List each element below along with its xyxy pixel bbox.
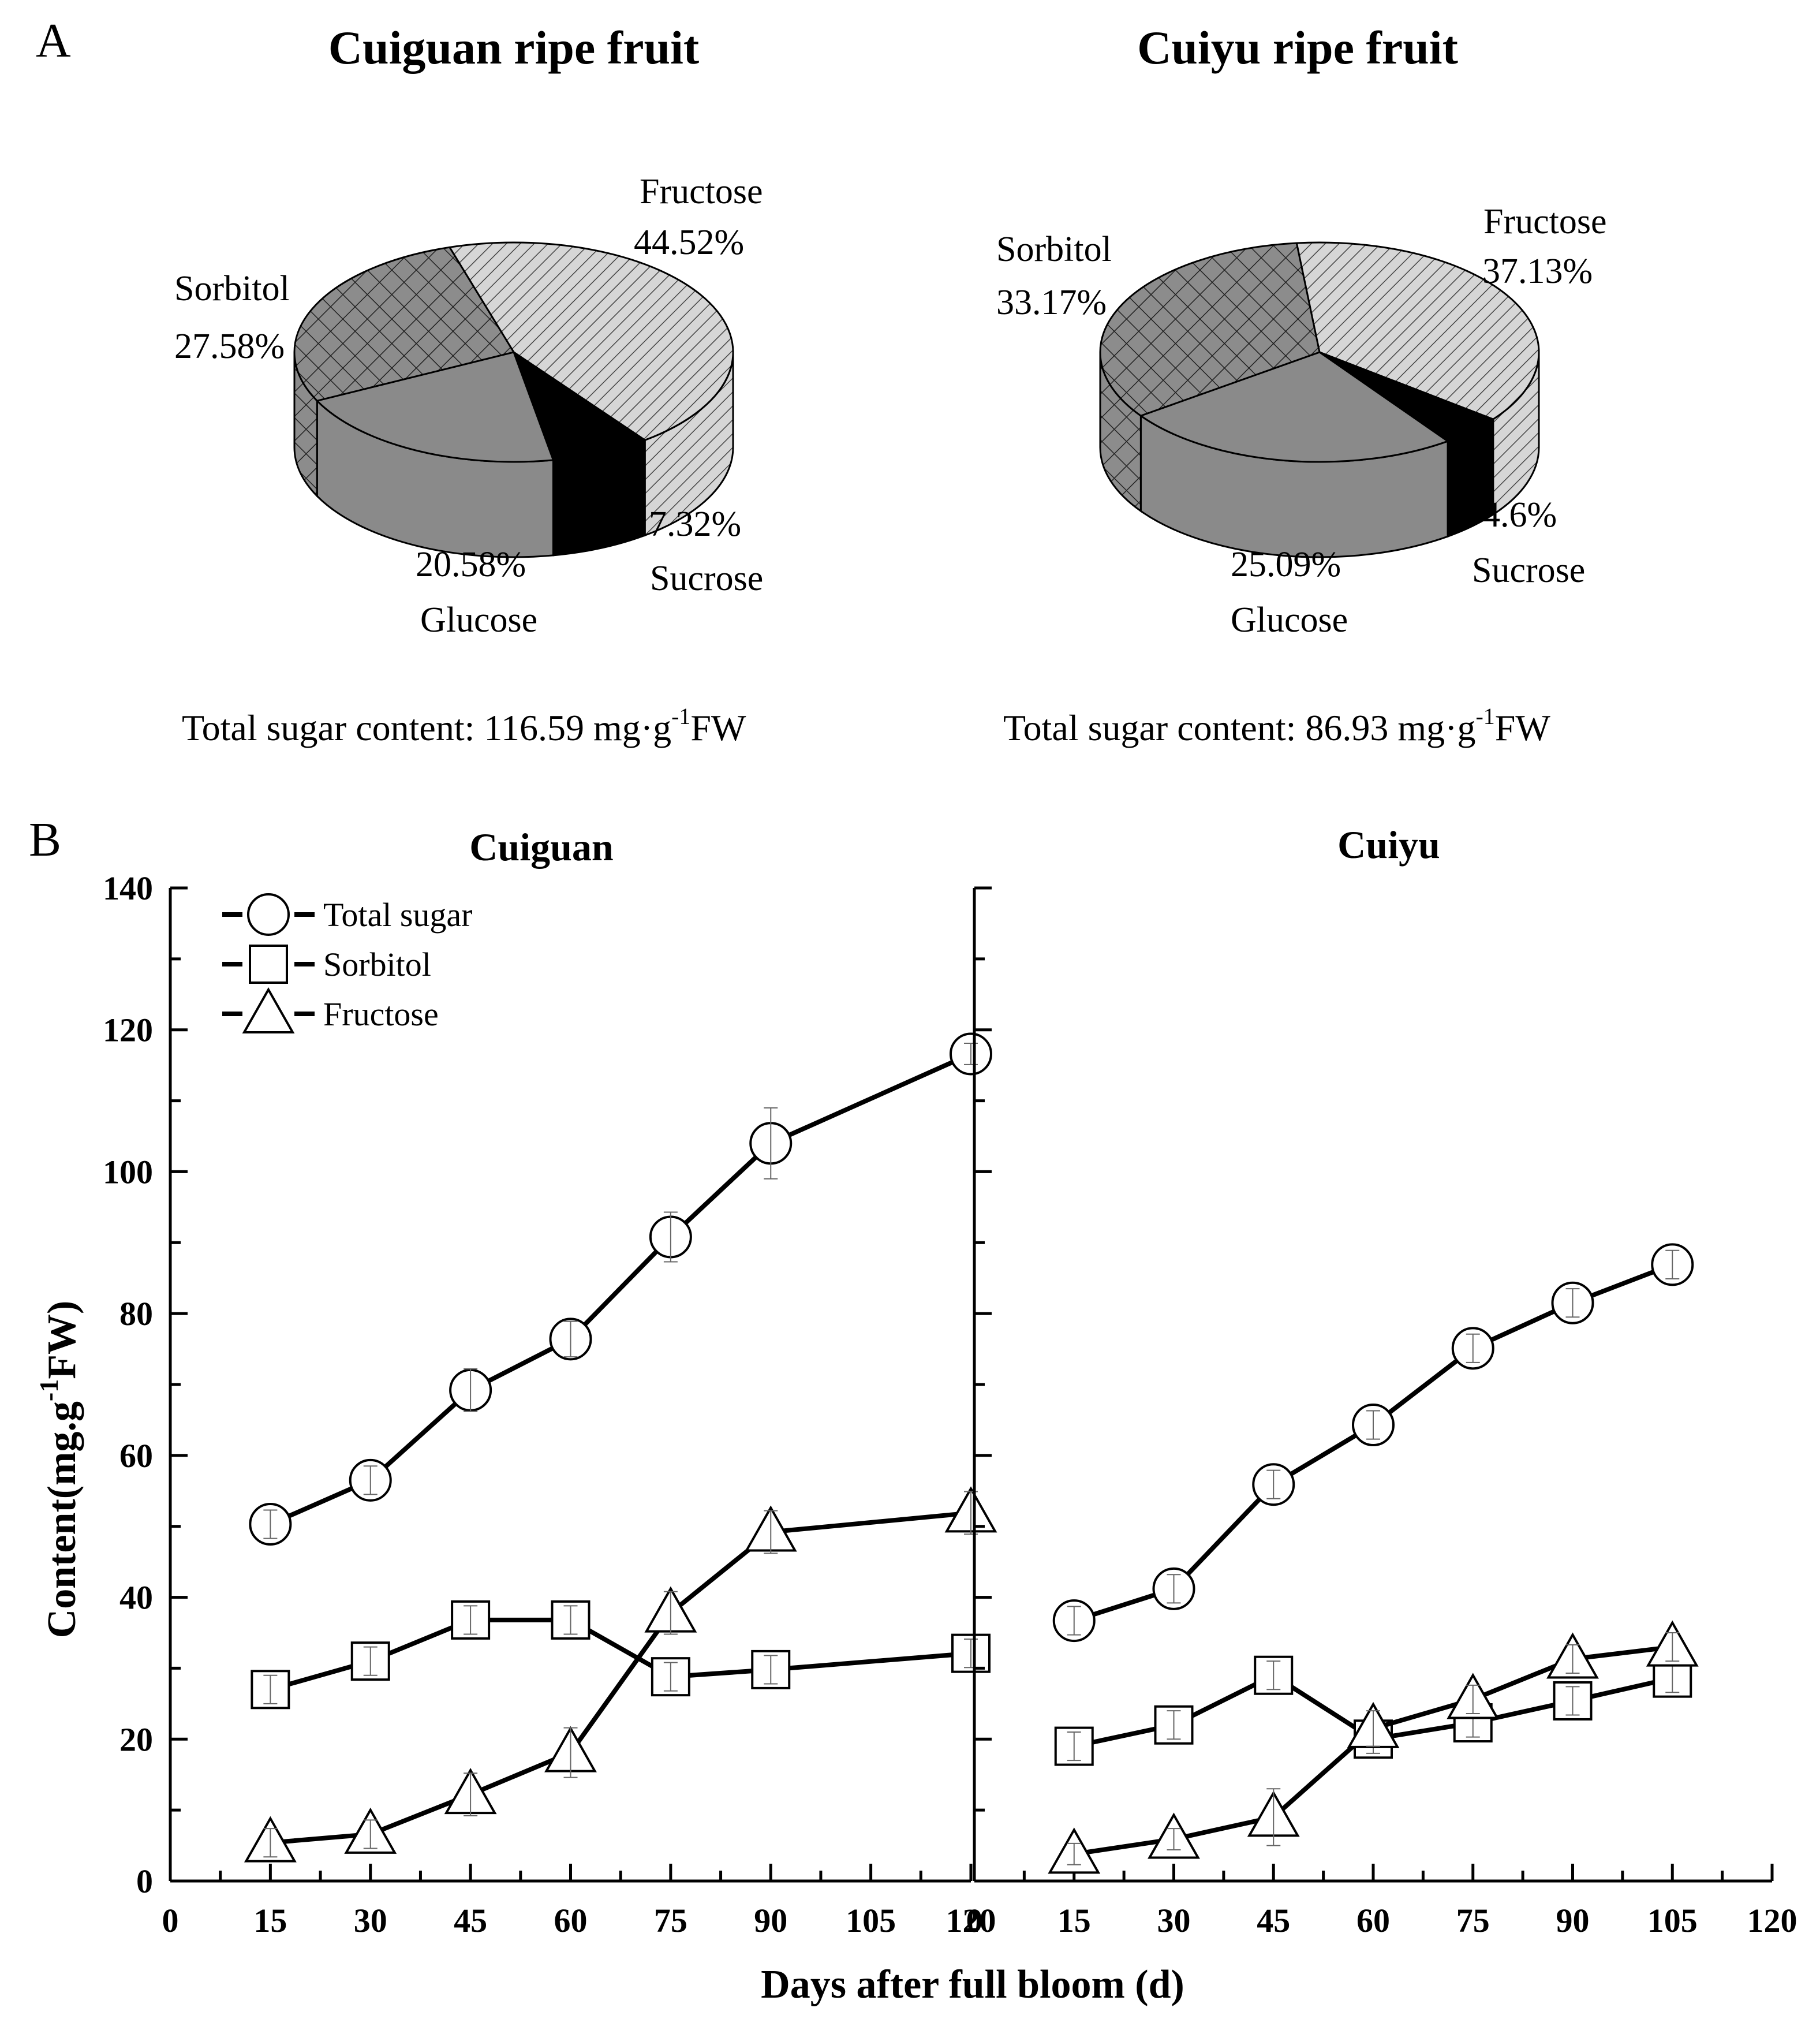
pie-title: Cuiyu ripe fruit (1137, 21, 1458, 74)
legend-item-triangle: Fructose (222, 987, 439, 1033)
legend-item-square: Sorbitol (222, 945, 431, 984)
x-tick-label: 90 (754, 1902, 787, 1939)
pie-chart-cuiyu: Cuiyu ripe fruit Fructose 37.13% Sorbito… (996, 21, 1607, 748)
y-tick-label: 120 (103, 1012, 153, 1049)
pie-label-fructose: Fructose (640, 172, 763, 211)
x-tick-label: 120 (946, 1902, 996, 1939)
legend-label: Total sugar (323, 896, 472, 934)
y-tick-label: 140 (103, 869, 153, 907)
pie-slice-fructose (448, 241, 734, 441)
pie-value-sorbitol: 33.17% (996, 283, 1107, 322)
pie-slice-glucose (315, 351, 555, 463)
x-axis-title: Days after full bloom (d) (761, 1962, 1184, 2007)
pie-value-fructose: 44.52% (634, 223, 744, 262)
series-total-sugar (249, 1032, 992, 1546)
pie-label-glucose: Glucose (420, 600, 537, 640)
y-axis-title: Content(mg.g-1FW) (34, 1301, 84, 1639)
x-tick-label: 45 (1257, 1902, 1290, 1939)
line-title-cuiguan: Cuiguan (469, 825, 613, 869)
pie-label-sorbitol: Sorbitol (996, 230, 1112, 269)
panel-a-label: A (36, 14, 71, 68)
line-chart-cuiyu: 0 15 30 45 60 75 90 105 120 (966, 886, 1797, 1939)
panel-b-label: B (29, 813, 61, 867)
legend-label: Sorbitol (323, 946, 431, 983)
pie-slice-sorbitol (293, 246, 515, 402)
x-tick-label: 0 (162, 1902, 179, 1939)
x-tick-label: 90 (1556, 1902, 1590, 1939)
pie-label-fructose: Fructose (1483, 202, 1607, 241)
pie-label-sucrose: Sucrose (650, 559, 763, 598)
x-tick-label: 0 (966, 1902, 983, 1939)
line-chart-cuiguan: 0 20 40 60 80 100 120 140 0 15 30 45 60 75 90 105 120 (103, 869, 997, 1939)
pie-label-sucrose: Sucrose (1472, 551, 1585, 590)
y-tick-label: 20 (119, 1721, 153, 1758)
pie-slice-fructose (1295, 241, 1540, 420)
pie-slice-sucrose (512, 350, 647, 461)
pie-chart-cuiguan: Cuiguan ripe fruit Fructose 44.52% Sorbi… (174, 21, 763, 748)
series-fructose (244, 1486, 997, 1863)
x-tick-label: 30 (1157, 1902, 1191, 1939)
legend-marker (249, 945, 288, 984)
pie-slice-sorbitol (1099, 242, 1321, 417)
pie-value-glucose: 20.58% (416, 545, 526, 584)
series-sorbitol (251, 1600, 991, 1710)
total-sugar-cuiguan: Total sugar content: 116.59 mg·g-1FW (182, 703, 746, 748)
pie-slices (293, 241, 734, 558)
pie-title: Cuiguan ripe fruit (328, 21, 699, 74)
pie-value-fructose: 37.13% (1482, 252, 1593, 291)
pie-value-glucose: 25.09% (1231, 545, 1341, 584)
pie-label-glucose: Glucose (1231, 600, 1348, 640)
x-tick-label: 30 (354, 1902, 387, 1939)
pie-value-sucrose: 4.6% (1482, 495, 1557, 535)
x-tick-label: 75 (654, 1902, 687, 1939)
y-tick-label: 0 (136, 1863, 153, 1900)
y-tick-label: 80 (119, 1295, 153, 1333)
total-sugar-cuiyu: Total sugar content: 86.93 mg·g-1FW (1003, 703, 1550, 748)
x-tick-label: 60 (554, 1902, 588, 1939)
pie-label-sorbitol: Sorbitol (174, 269, 290, 308)
legend-item-circle: Total sugar (222, 893, 472, 936)
x-tick-label: 75 (1456, 1902, 1490, 1939)
x-tick-label: 45 (454, 1902, 487, 1939)
legend: Total sugar Sorbitol Fructose (222, 893, 472, 1033)
x-tick-label: 105 (846, 1902, 896, 1939)
x-tick-label: 105 (1647, 1902, 1698, 1939)
x-tick-label: 120 (1747, 1902, 1797, 1939)
x-tick-label: 60 (1356, 1902, 1390, 1939)
series-total-sugar (1052, 1243, 1694, 1643)
y-tick-label: 40 (119, 1579, 153, 1617)
series-line (269, 1051, 972, 1527)
line-title-cuiyu: Cuiyu (1337, 823, 1440, 867)
pie-value-sorbitol: 27.58% (174, 327, 285, 366)
pie-value-sucrose: 7.32% (649, 505, 741, 544)
legend-marker (247, 893, 290, 936)
pie-slices (1099, 241, 1540, 558)
y-tick-label: 100 (103, 1153, 153, 1190)
x-tick-label: 15 (253, 1902, 287, 1939)
pie-slice-glucose (1139, 351, 1450, 463)
y-tick-label: 60 (119, 1437, 153, 1475)
series-fructose (1048, 1620, 1699, 1874)
x-tick-label: 15 (1057, 1902, 1091, 1939)
legend-label: Fructose (323, 995, 439, 1033)
legend-marker (242, 987, 295, 1033)
